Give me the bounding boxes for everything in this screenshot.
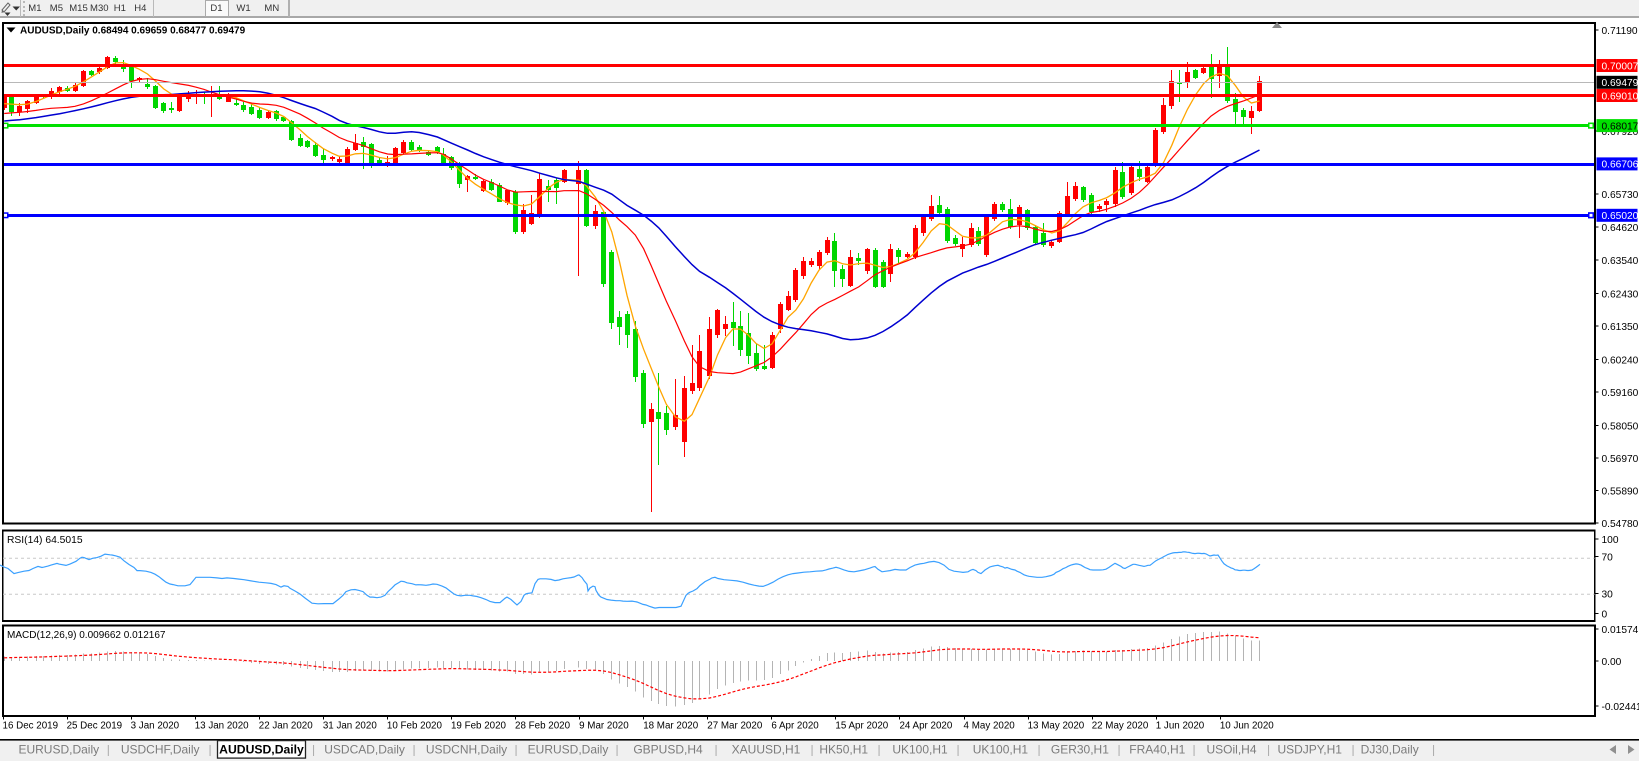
svg-text:USOil,H4: USOil,H4 xyxy=(1206,743,1256,757)
svg-text:0.61350: 0.61350 xyxy=(1602,322,1639,333)
svg-text:USDJPY,H1: USDJPY,H1 xyxy=(1277,743,1342,757)
svg-text:0.59160: 0.59160 xyxy=(1602,388,1639,399)
svg-text:0.66706: 0.66706 xyxy=(1602,160,1639,171)
svg-text:0.70007: 0.70007 xyxy=(1602,61,1639,72)
svg-text:22 May 2020: 22 May 2020 xyxy=(1092,721,1149,732)
svg-text:0.54780: 0.54780 xyxy=(1602,519,1639,530)
svg-text:|: | xyxy=(208,743,211,757)
svg-text:|: | xyxy=(1267,743,1270,757)
svg-text:|: | xyxy=(1351,743,1354,757)
svg-text:0.62430: 0.62430 xyxy=(1602,289,1639,300)
svg-text:|: | xyxy=(810,743,813,757)
svg-text:0.69010: 0.69010 xyxy=(1602,91,1639,102)
svg-text:|: | xyxy=(1117,743,1120,757)
svg-text:9 Mar 2020: 9 Mar 2020 xyxy=(579,721,629,732)
svg-text:28 Feb 2020: 28 Feb 2020 xyxy=(515,721,571,732)
svg-text:USDCHF,Daily: USDCHF,Daily xyxy=(121,743,200,757)
svg-text:HK50,H1: HK50,H1 xyxy=(819,743,868,757)
svg-text:GER30,H1: GER30,H1 xyxy=(1051,743,1109,757)
svg-text:25 Dec 2019: 25 Dec 2019 xyxy=(67,721,123,732)
svg-text:AUDUSD,Daily 0.68494 0.69659: AUDUSD,Daily 0.68494 0.69659 0.68477 0.6… xyxy=(20,26,246,37)
svg-text:24 Apr 2020: 24 Apr 2020 xyxy=(899,721,952,732)
svg-text:22 Jan 2020: 22 Jan 2020 xyxy=(259,721,313,732)
svg-text:UK100,H1: UK100,H1 xyxy=(973,743,1029,757)
svg-text:0.60240: 0.60240 xyxy=(1602,355,1639,366)
svg-text:0.71190: 0.71190 xyxy=(1602,26,1638,37)
svg-text:0.015741: 0.015741 xyxy=(1602,625,1639,636)
svg-text:|: | xyxy=(877,743,880,757)
svg-text:70: 70 xyxy=(1602,552,1614,563)
svg-text:0.63540: 0.63540 xyxy=(1602,256,1639,267)
svg-text:|: | xyxy=(107,743,110,757)
svg-text:4 May 2020: 4 May 2020 xyxy=(964,721,1016,732)
svg-text:|: | xyxy=(956,743,959,757)
svg-text:RSI(14) 64.5015: RSI(14) 64.5015 xyxy=(7,535,83,546)
svg-text:|: | xyxy=(615,743,618,757)
svg-text:0.00: 0.00 xyxy=(1602,657,1622,668)
svg-text:3 Jan 2020: 3 Jan 2020 xyxy=(131,721,180,732)
svg-text:15 Apr 2020: 15 Apr 2020 xyxy=(835,721,888,732)
svg-text:0.65730: 0.65730 xyxy=(1602,190,1639,201)
svg-text:27 Mar 2020: 27 Mar 2020 xyxy=(707,721,763,732)
svg-text:GBPUSD,H4: GBPUSD,H4 xyxy=(633,743,703,757)
svg-text:-0.024412: -0.024412 xyxy=(1602,702,1639,713)
svg-text:0: 0 xyxy=(1602,609,1608,620)
svg-text:|: | xyxy=(412,743,415,757)
svg-text:10 Feb 2020: 10 Feb 2020 xyxy=(387,721,443,732)
svg-text:|: | xyxy=(1037,743,1040,757)
svg-text:|: | xyxy=(312,743,315,757)
svg-text:|: | xyxy=(514,743,517,757)
svg-text:EURUSD,Daily: EURUSD,Daily xyxy=(18,743,99,757)
svg-text:FRA40,H1: FRA40,H1 xyxy=(1129,743,1185,757)
svg-text:10 Jun 2020: 10 Jun 2020 xyxy=(1220,721,1274,732)
svg-text:1 Jun 2020: 1 Jun 2020 xyxy=(1156,721,1205,732)
svg-text:13 May 2020: 13 May 2020 xyxy=(1028,721,1085,732)
svg-text:EURUSD,Daily: EURUSD,Daily xyxy=(528,743,609,757)
svg-text:0.68017: 0.68017 xyxy=(1602,121,1639,132)
svg-text:16 Dec 2019: 16 Dec 2019 xyxy=(3,721,59,732)
svg-text:0.69479: 0.69479 xyxy=(1602,78,1639,89)
svg-text:MACD(12,26,9) 0.009662 0.01216: MACD(12,26,9) 0.009662 0.012167 xyxy=(7,630,166,641)
svg-text:0.65020: 0.65020 xyxy=(1602,211,1639,222)
svg-text:0.56970: 0.56970 xyxy=(1602,454,1639,465)
svg-text:100: 100 xyxy=(1602,535,1619,546)
svg-text:USDCNH,Daily: USDCNH,Daily xyxy=(426,743,507,757)
svg-text:0.64620: 0.64620 xyxy=(1602,223,1639,234)
svg-text:|: | xyxy=(714,743,717,757)
svg-text:DJ30,Daily: DJ30,Daily xyxy=(1361,743,1419,757)
svg-text:19 Feb 2020: 19 Feb 2020 xyxy=(451,721,507,732)
svg-text:18 Mar 2020: 18 Mar 2020 xyxy=(643,721,699,732)
svg-text:|: | xyxy=(1192,743,1195,757)
svg-text:13 Jan 2020: 13 Jan 2020 xyxy=(195,721,249,732)
svg-text:0.58050: 0.58050 xyxy=(1602,421,1639,432)
svg-text:XAUUSD,H1: XAUUSD,H1 xyxy=(732,743,801,757)
svg-text:30: 30 xyxy=(1602,589,1614,600)
svg-text:UK100,H1: UK100,H1 xyxy=(892,743,948,757)
svg-text:|: | xyxy=(1432,743,1435,757)
svg-text:0.67920: 0.67920 xyxy=(1602,127,1639,138)
svg-text:USDCAD,Daily: USDCAD,Daily xyxy=(324,743,405,757)
svg-text:AUDUSD,Daily: AUDUSD,Daily xyxy=(219,743,304,757)
svg-text:6 Apr 2020: 6 Apr 2020 xyxy=(771,721,819,732)
svg-text:0.55890: 0.55890 xyxy=(1602,486,1639,497)
svg-text:31 Jan 2020: 31 Jan 2020 xyxy=(323,721,377,732)
